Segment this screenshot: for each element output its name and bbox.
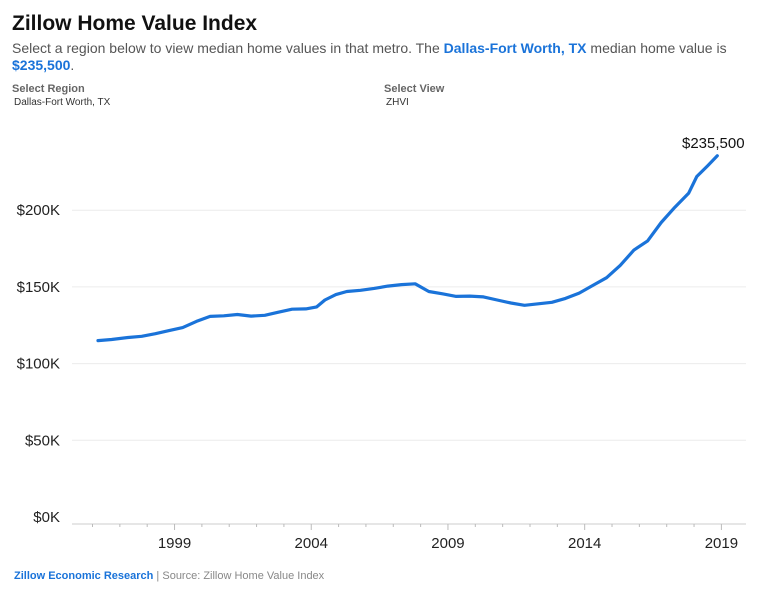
y-tick-label: $150K bbox=[17, 279, 60, 296]
region-select[interactable]: Dallas-Fort Worth, TX bbox=[14, 97, 111, 108]
x-tick-label: 2004 bbox=[295, 535, 328, 552]
subtitle: Select a region below to view median hom… bbox=[12, 40, 742, 74]
y-tick-label: $200K bbox=[17, 202, 60, 219]
y-tick-label: $0K bbox=[33, 509, 60, 526]
footer-brand[interactable]: Zillow Economic Research bbox=[14, 570, 154, 582]
x-tick-label: 2019 bbox=[705, 535, 738, 552]
view-select[interactable]: ZHVI bbox=[386, 97, 409, 108]
line-chart: $0K $50K $100K $150K $200K 1999 2004 2009 2014 20… bbox=[17, 135, 746, 552]
view-select-label: Select View bbox=[384, 83, 445, 95]
subtitle-text: Select a region below to view median hom… bbox=[12, 40, 444, 56]
series-line-dallas-fort-worth bbox=[96, 154, 719, 343]
y-tick-label: $50K bbox=[25, 432, 60, 449]
footer-separator: | bbox=[153, 570, 163, 582]
footer: Zillow Economic Research | Source: Zillo… bbox=[14, 570, 324, 582]
page-title: Zillow Home Value Index bbox=[12, 12, 258, 35]
end-value-label: $235,500 bbox=[682, 135, 745, 152]
x-tick-label: 2014 bbox=[568, 535, 601, 552]
x-tick-label: 1999 bbox=[158, 535, 191, 552]
subtitle-text-end: . bbox=[70, 57, 75, 73]
footer-source: Source: Zillow Home Value Index bbox=[162, 570, 325, 582]
region-highlight: Dallas-Fort Worth, TX bbox=[443, 40, 587, 56]
subtitle-text-mid: median home value is bbox=[586, 40, 727, 56]
value-highlight: $235,500 bbox=[12, 57, 71, 73]
y-tick-label: $100K bbox=[17, 356, 60, 373]
x-tick-label: 2009 bbox=[431, 535, 464, 552]
region-select-label: Select Region bbox=[12, 83, 85, 95]
